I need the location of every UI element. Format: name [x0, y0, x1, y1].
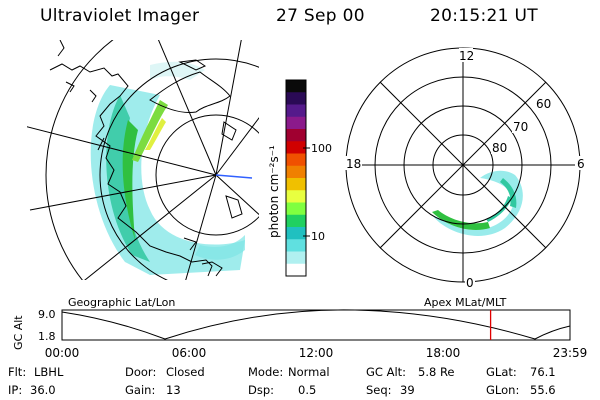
colorbar-cell: [286, 190, 306, 203]
seq-value: 39: [400, 383, 415, 397]
polar-aurora-oval: [432, 170, 523, 236]
orbit-ytick-9: 9.0: [38, 308, 56, 321]
seq-label: Seq:: [366, 383, 392, 397]
orbit-ylabel: GC Alt: [12, 315, 25, 350]
glat-label: GLat:: [486, 365, 517, 379]
gcalt-label: GC Alt:: [366, 365, 407, 379]
colorbar-cell: [286, 165, 306, 179]
mlat-label-70: 70: [513, 120, 528, 134]
glon-label: GLon:: [486, 383, 520, 397]
colorbar-cell: [286, 153, 306, 167]
colorbar-cell: [286, 251, 306, 265]
ip-value: 36.0: [30, 383, 56, 397]
mlt-label-18: 18: [346, 157, 361, 171]
dsp-label: Dsp:: [248, 383, 275, 397]
door-value: Closed: [166, 365, 205, 379]
colorbar-cell: [286, 129, 306, 142]
dsp-value: 0.5: [298, 383, 317, 397]
colorbar-cell: [286, 227, 306, 240]
mlt-label-6: 6: [577, 157, 585, 171]
ip-label: IP:: [8, 383, 23, 397]
glat-value: 76.1: [530, 365, 556, 379]
geographic-map-panel: [27, 40, 259, 280]
mode-label: Mode:: [248, 365, 284, 379]
observation-time: 20:15:21 UT: [430, 6, 538, 26]
door-label: Door:: [125, 365, 157, 379]
colorbar-cell: [286, 202, 306, 216]
apex-polar-panel: 12 18 6 0 60 70 80: [344, 47, 587, 290]
glon-value: 55.6: [530, 383, 556, 397]
colorbar-tick-100: 100: [311, 142, 332, 155]
flt-value: LBHL: [34, 365, 64, 379]
colorbar: 100 10 photon cm⁻²s⁻¹: [267, 79, 332, 277]
colorbar-cell: [286, 239, 306, 252]
flt-label: Flt:: [8, 365, 27, 379]
colorbar-tick-10: 10: [311, 230, 325, 243]
colorbar-cell: [286, 80, 306, 93]
orbit-altitude-plot: GC Alt 9.0 1.8 00:00 06:00 12:00 18:00 2…: [12, 308, 587, 360]
orbit-altitude-curve: [61, 309, 571, 340]
apex-panel-caption: Apex MLat/MLT: [424, 296, 507, 309]
colorbar-cell: [286, 92, 306, 105]
instrument-title: Ultraviolet Imager: [40, 6, 200, 26]
mode-value: Normal: [288, 365, 330, 379]
colorbar-cell: [286, 263, 306, 277]
geo-panel-caption: Geographic Lat/Lon: [68, 296, 176, 309]
mlat-label-80: 80: [492, 141, 507, 155]
orbit-xtick-1200: 12:00: [299, 346, 334, 360]
orbit-xtick-2359: 23:59: [553, 346, 588, 360]
mlat-label-60: 60: [536, 97, 551, 111]
geo-aurora-oval: [90, 61, 245, 275]
observation-date: 27 Sep 00: [276, 6, 365, 26]
geo-latlon-grid: [27, 40, 259, 280]
colorbar-cell: [286, 104, 306, 118]
colorbar-cell: [286, 214, 306, 228]
colorbar-cell: [286, 178, 306, 191]
colorbar-unit-label: photon cm⁻²s⁻¹: [267, 145, 281, 238]
orbit-xtick-1800: 18:00: [426, 346, 461, 360]
colorbar-cell: [286, 141, 306, 154]
gcalt-value: 5.8 Re: [418, 365, 455, 379]
orbit-xtick-0000: 00:00: [45, 346, 80, 360]
geo-coastlines: [49, 40, 243, 277]
mlt-label-12: 12: [459, 49, 474, 63]
mlt-label-0: 0: [466, 276, 474, 290]
orbit-ytick-1-8: 1.8: [38, 330, 56, 343]
orbit-xtick-0600: 06:00: [172, 346, 207, 360]
colorbar-cell: [286, 116, 306, 130]
polar-grid: [345, 47, 581, 283]
gain-value: 13: [166, 383, 181, 397]
gain-label: Gain:: [125, 383, 156, 397]
